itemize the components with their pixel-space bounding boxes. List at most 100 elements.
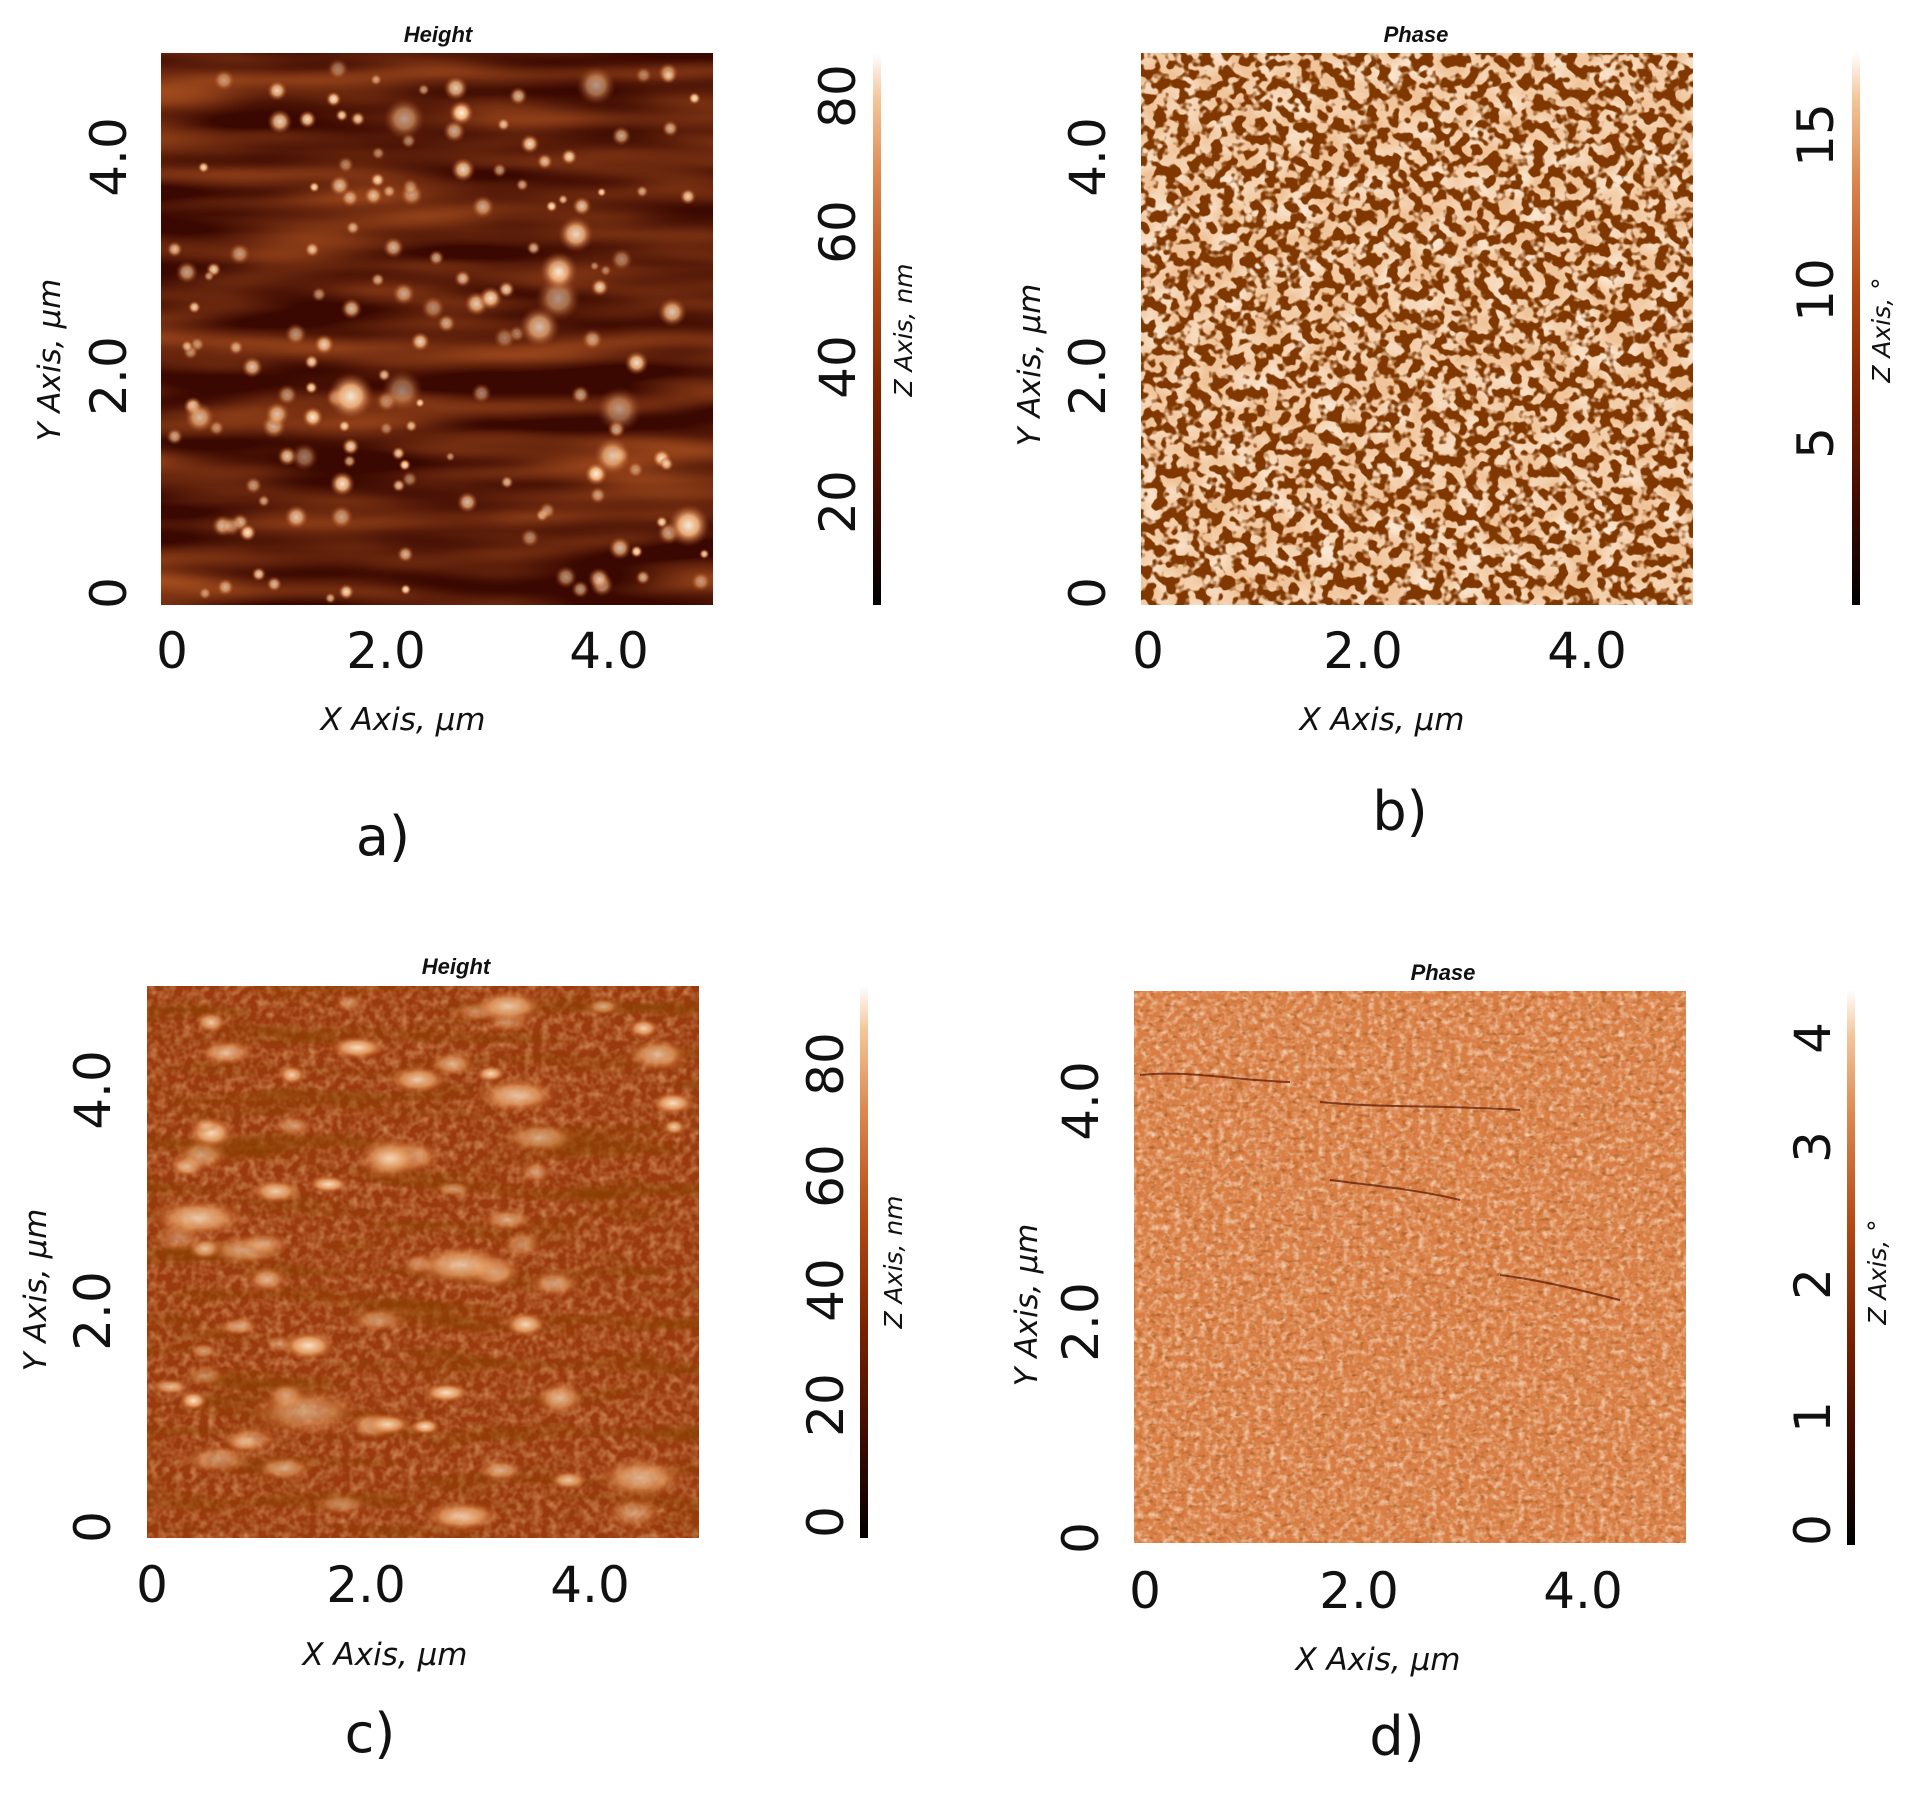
surface-grain bbox=[417, 83, 430, 96]
surface-grain bbox=[420, 295, 446, 321]
surface-grain bbox=[312, 1492, 371, 1516]
surface-grain bbox=[370, 272, 386, 288]
surface-grain bbox=[497, 280, 515, 299]
surface-grain bbox=[180, 339, 194, 353]
surface-grain bbox=[246, 1266, 289, 1293]
x-tick-c-0: 0 bbox=[136, 1556, 168, 1614]
surface-grain bbox=[634, 66, 653, 84]
surface-grain bbox=[350, 111, 366, 127]
surface-grain bbox=[478, 286, 503, 311]
surface-grain bbox=[304, 381, 318, 395]
colorbar-b bbox=[1852, 53, 1860, 605]
surface-grain bbox=[324, 592, 337, 604]
x-tick-a-2: 4.0 bbox=[569, 622, 649, 680]
surface-grain bbox=[284, 322, 308, 346]
scan-title-a: Height bbox=[404, 22, 474, 47]
cracks-d bbox=[1139, 1072, 1621, 1301]
surface-grain bbox=[500, 1121, 580, 1154]
x-tick-c-1: 2.0 bbox=[326, 1556, 406, 1614]
surface-grain bbox=[409, 1244, 512, 1286]
surface-grain bbox=[150, 1378, 191, 1396]
surface-grain bbox=[421, 1500, 502, 1533]
surface-grain bbox=[662, 1118, 686, 1136]
x-ticks-c: 0 2.0 4.0 bbox=[136, 1556, 630, 1614]
surface-grain bbox=[590, 277, 610, 297]
x-axis-label-c: X Axis, µm bbox=[300, 1637, 467, 1673]
surface-grain bbox=[560, 148, 578, 166]
surface-grain bbox=[493, 326, 517, 350]
surface-grain bbox=[545, 200, 558, 213]
surface-grain bbox=[448, 99, 475, 126]
surface-grain bbox=[308, 181, 320, 193]
surface-grain bbox=[626, 460, 645, 479]
surface-grain bbox=[379, 421, 394, 436]
surface-grain bbox=[635, 569, 651, 586]
y-ticks-b: 0 2.0 4.0 bbox=[1059, 117, 1117, 609]
surface-grain bbox=[409, 1417, 442, 1436]
surface-grain bbox=[473, 1076, 561, 1114]
cbar-tick-b-1: 10 bbox=[1787, 258, 1845, 322]
surface-grain bbox=[571, 196, 592, 217]
afm-fine-dark-d bbox=[1134, 991, 1686, 1543]
surface-grain bbox=[581, 328, 604, 351]
surface-grain bbox=[197, 161, 210, 174]
surface-grain bbox=[355, 1135, 422, 1182]
y-tick-a-0: 0 bbox=[80, 577, 138, 609]
surface-grain bbox=[398, 458, 411, 472]
surface-grain bbox=[538, 251, 579, 291]
cbar-tick-d-0: 0 bbox=[1784, 1514, 1842, 1546]
surface-grain bbox=[326, 372, 375, 421]
surface-grain bbox=[650, 1091, 696, 1115]
surface-grain bbox=[508, 86, 528, 106]
y-tick-c-1: 2.0 bbox=[64, 1271, 122, 1351]
surface-grain bbox=[212, 68, 236, 92]
surface-grain bbox=[518, 1160, 553, 1184]
surface-grain bbox=[479, 1208, 536, 1231]
cbar-tick-a-0: 20 bbox=[809, 470, 867, 534]
surface-grain bbox=[228, 339, 244, 356]
surface-grain bbox=[189, 1342, 218, 1360]
surface-grain bbox=[445, 451, 456, 462]
surface-grain bbox=[304, 354, 320, 370]
surface-grain bbox=[608, 536, 632, 560]
panel-label-d: d) bbox=[1369, 1705, 1424, 1768]
surface-grain bbox=[257, 494, 271, 508]
colorbar-d bbox=[1847, 990, 1855, 1545]
surface-grain bbox=[326, 58, 349, 81]
surface-grain bbox=[611, 125, 632, 146]
x-tick-b-0: 0 bbox=[1132, 622, 1164, 680]
surface-grain bbox=[341, 437, 360, 456]
cbar-tick-a-3: 80 bbox=[809, 64, 867, 128]
surface-grain bbox=[328, 174, 351, 197]
colorbar-label-a: Z Axis, nm bbox=[889, 263, 918, 397]
cbar-tick-b-2: 15 bbox=[1787, 103, 1845, 167]
surface-grain bbox=[334, 992, 366, 1014]
surface-grain bbox=[584, 997, 622, 1016]
x-tick-d-0: 0 bbox=[1129, 1562, 1161, 1620]
x-tick-c-2: 4.0 bbox=[550, 1556, 630, 1614]
surface-grain bbox=[518, 306, 561, 348]
surface-grain bbox=[475, 1459, 525, 1482]
surface-grain bbox=[166, 241, 183, 258]
surface-grain bbox=[688, 91, 701, 105]
surface-grain bbox=[203, 270, 215, 282]
surface-grain bbox=[337, 419, 351, 433]
surface-grain bbox=[236, 1230, 292, 1257]
surface-grain bbox=[533, 1381, 586, 1416]
surface-grain bbox=[335, 108, 349, 122]
y-axis-label-d: Y Axis, µm bbox=[1009, 1224, 1045, 1387]
y-ticks-a: 0 2.0 4.0 bbox=[80, 117, 138, 609]
x-tick-d-1: 2.0 bbox=[1319, 1562, 1399, 1620]
surface-grain bbox=[340, 297, 363, 320]
surface-grain bbox=[450, 157, 476, 183]
surface-grain bbox=[264, 1333, 294, 1355]
surface-grain bbox=[175, 260, 199, 284]
surface-grain bbox=[453, 269, 472, 288]
y-tick-b-2: 4.0 bbox=[1059, 117, 1117, 197]
surface-grain bbox=[401, 470, 419, 488]
surface-grain bbox=[571, 580, 590, 599]
surface-grain bbox=[557, 215, 595, 253]
